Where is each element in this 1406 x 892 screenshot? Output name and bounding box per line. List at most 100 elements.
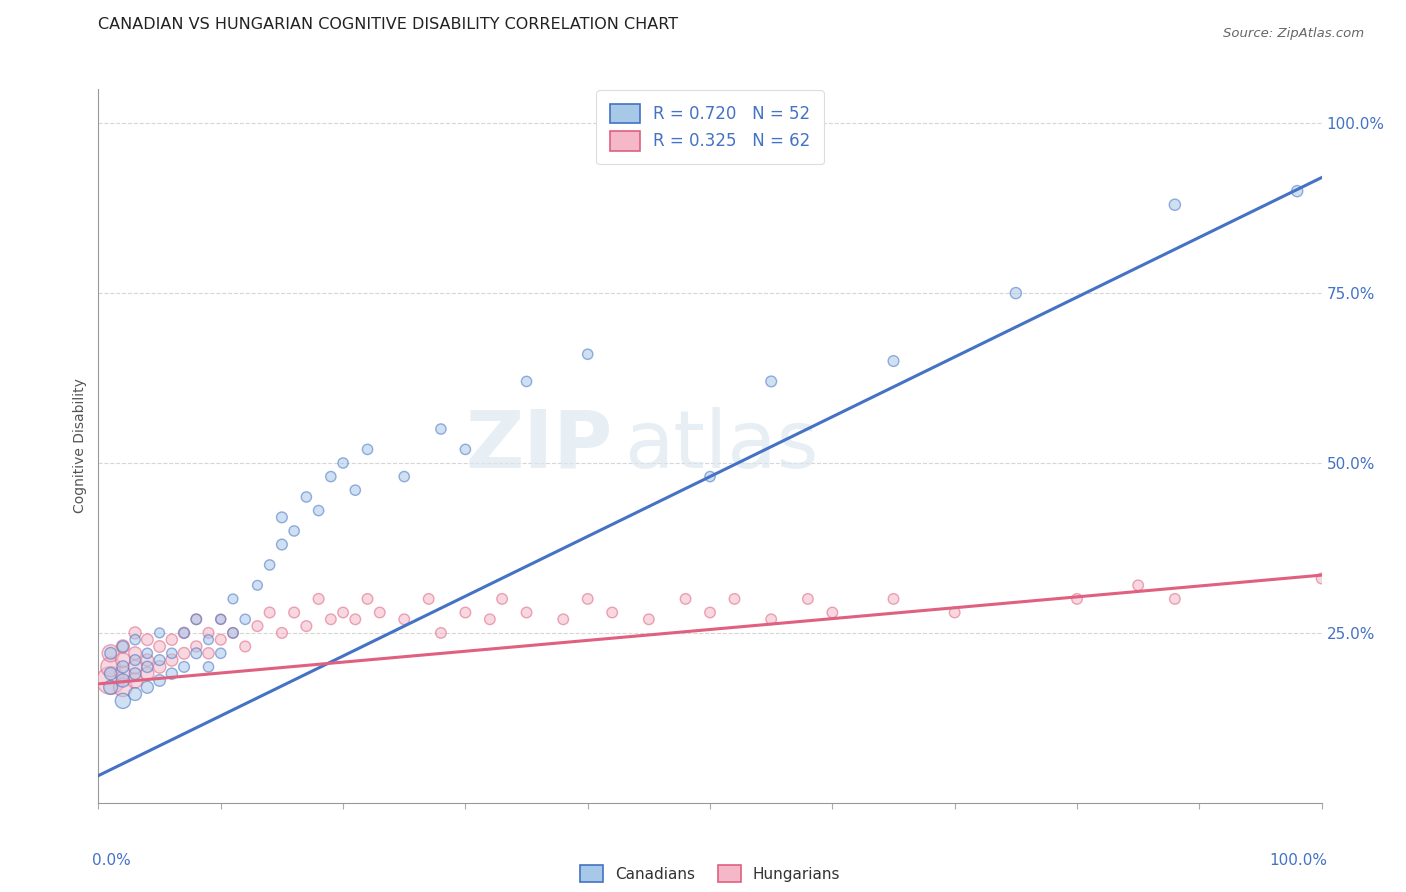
Point: [100, 646, 122, 660]
Point: [392, 612, 416, 626]
Text: Source: ZipAtlas.com: Source: ZipAtlas.com: [1223, 27, 1364, 40]
Point: [149, 660, 172, 674]
Point: [209, 646, 232, 660]
Point: [160, 653, 183, 667]
Point: [430, 626, 453, 640]
Text: atlas: atlas: [624, 407, 818, 485]
Point: [209, 612, 232, 626]
Point: [259, 558, 281, 572]
Point: [136, 632, 159, 647]
Point: [761, 612, 783, 626]
Point: [270, 510, 294, 524]
Point: [124, 626, 146, 640]
Point: [1286, 184, 1309, 198]
Point: [186, 640, 208, 654]
Point: [295, 619, 318, 633]
Point: [160, 666, 183, 681]
Point: [173, 646, 195, 660]
Point: [368, 606, 391, 620]
Point: [454, 606, 477, 620]
Point: [1066, 591, 1088, 606]
Point: [675, 591, 697, 606]
Point: [319, 612, 342, 626]
Point: [943, 606, 966, 620]
Point: [173, 626, 195, 640]
Point: [883, 591, 905, 606]
Point: [356, 442, 378, 457]
Point: [149, 626, 172, 640]
Point: [761, 375, 783, 389]
Point: [222, 626, 245, 640]
Point: [186, 612, 208, 626]
Point: [797, 591, 820, 606]
Point: [100, 666, 122, 681]
Point: [418, 591, 440, 606]
Point: [186, 646, 208, 660]
Point: [344, 612, 367, 626]
Point: [478, 612, 501, 626]
Point: [222, 591, 245, 606]
Point: [233, 640, 256, 654]
Point: [136, 666, 159, 681]
Point: [149, 640, 172, 654]
Point: [295, 490, 318, 504]
Legend: Canadians, Hungarians: Canadians, Hungarians: [574, 859, 846, 888]
Text: 0.0%: 0.0%: [93, 853, 131, 868]
Point: [515, 606, 537, 620]
Point: [111, 666, 134, 681]
Point: [1164, 198, 1187, 212]
Point: [100, 680, 122, 694]
Point: [699, 606, 721, 620]
Y-axis label: Cognitive Disability: Cognitive Disability: [73, 378, 87, 514]
Point: [209, 612, 232, 626]
Point: [209, 632, 232, 647]
Point: [111, 640, 134, 654]
Point: [124, 653, 146, 667]
Point: [136, 660, 159, 674]
Point: [553, 612, 575, 626]
Point: [515, 375, 537, 389]
Point: [136, 653, 159, 667]
Point: [1128, 578, 1150, 592]
Point: [124, 660, 146, 674]
Point: [124, 646, 146, 660]
Point: [576, 347, 599, 361]
Point: [124, 673, 146, 688]
Point: [173, 660, 195, 674]
Point: [344, 483, 367, 498]
Point: [1310, 572, 1333, 586]
Point: [246, 578, 269, 592]
Point: [149, 673, 172, 688]
Point: [1164, 591, 1187, 606]
Point: [319, 469, 342, 483]
Point: [186, 612, 208, 626]
Point: [149, 653, 172, 667]
Point: [222, 626, 245, 640]
Point: [124, 666, 146, 681]
Point: [821, 606, 844, 620]
Point: [1004, 286, 1026, 301]
Point: [270, 626, 294, 640]
Point: [576, 591, 599, 606]
Point: [699, 469, 721, 483]
Point: [111, 680, 134, 694]
Point: [111, 694, 134, 708]
Point: [197, 646, 219, 660]
Point: [270, 537, 294, 551]
Point: [111, 673, 134, 688]
Point: [173, 626, 195, 640]
Point: [283, 524, 305, 538]
Point: [259, 606, 281, 620]
Point: [308, 591, 330, 606]
Point: [883, 354, 905, 368]
Point: [100, 660, 122, 674]
Point: [160, 646, 183, 660]
Point: [100, 673, 122, 688]
Point: [723, 591, 745, 606]
Point: [111, 640, 134, 654]
Point: [332, 456, 354, 470]
Point: [124, 687, 146, 701]
Text: ZIP: ZIP: [465, 407, 612, 485]
Point: [356, 591, 378, 606]
Point: [100, 646, 122, 660]
